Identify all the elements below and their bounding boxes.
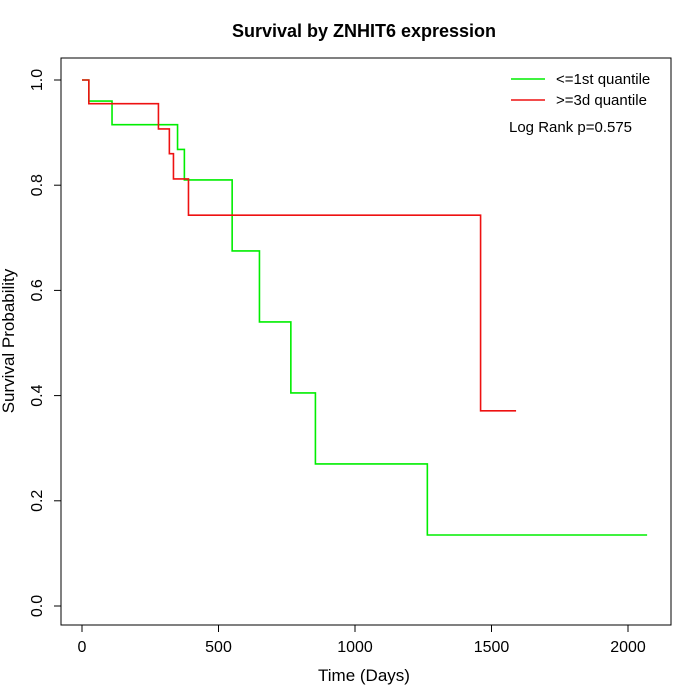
x-axis: 0 500 1000 1500 2000 <box>78 624 646 656</box>
plot-frame <box>60 57 672 626</box>
y-tick-label: 0.6 <box>29 279 46 301</box>
y-axis: 0.0 0.2 0.4 0.6 0.8 1.0 <box>29 69 62 617</box>
legend-label-2: >=3d quantile <box>556 92 647 109</box>
x-tick-label: 1000 <box>337 639 373 656</box>
series-layer <box>82 79 648 536</box>
y-tick-label: 0.0 <box>29 595 46 617</box>
y-tick-label: 0.4 <box>29 384 46 406</box>
x-tick-label: 0 <box>78 639 87 656</box>
y-tick-label: 0.2 <box>29 490 46 512</box>
x-tick-label: 500 <box>205 639 232 656</box>
series-line-2 <box>82 79 517 412</box>
x-tick-label: 1500 <box>474 639 510 656</box>
legend-label-1: <=1st quantile <box>556 71 650 88</box>
legend: <=1st quantile >=3d quantile <box>511 71 650 109</box>
series-line-1 <box>82 79 648 536</box>
chart-title: Survival by ZNHIT6 expression <box>232 21 496 41</box>
x-axis-label: Time (Days) <box>318 666 410 685</box>
x-tick-label: 2000 <box>610 639 646 656</box>
log-rank-annotation: Log Rank p=0.575 <box>509 119 632 136</box>
y-tick-label: 1.0 <box>29 69 46 91</box>
y-axis-label: Survival Probability <box>0 268 18 413</box>
y-tick-label: 0.8 <box>29 174 46 196</box>
